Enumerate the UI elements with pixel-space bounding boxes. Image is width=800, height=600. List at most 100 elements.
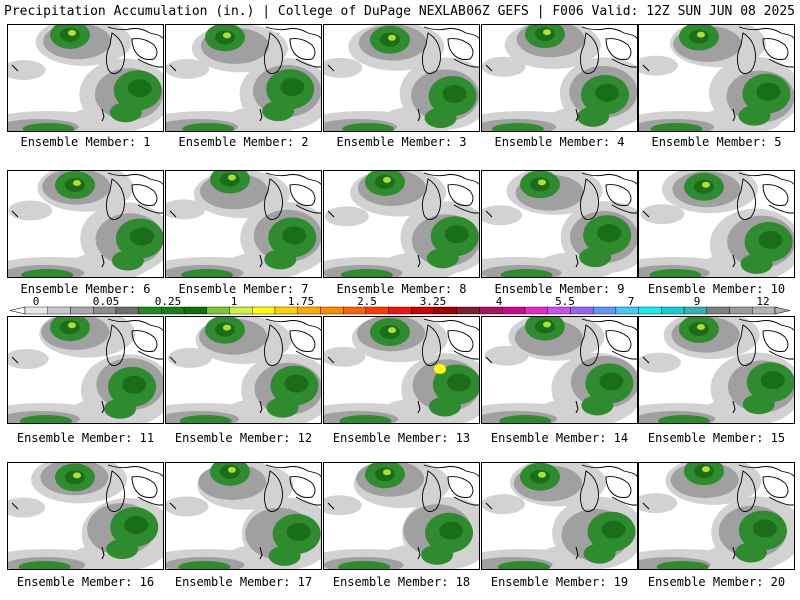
geographic-boundary [259, 254, 263, 268]
precip-moderate-area [181, 269, 234, 277]
colorbar-swatch [252, 306, 276, 315]
colorbar-swatch [706, 306, 730, 315]
precip-trace-area [639, 493, 678, 514]
colorbar-swatch [138, 306, 162, 315]
great-lakes-outline [579, 26, 637, 74]
precip-trace-area [166, 58, 210, 79]
precip-map [324, 317, 479, 423]
precip-max-area [537, 471, 546, 478]
colorbar-swatch [752, 306, 776, 315]
great-lakes-outline [105, 172, 163, 220]
colorbar-label: 5.5 [555, 295, 575, 308]
precip-moderate-area [342, 123, 395, 131]
precip-map [639, 171, 794, 277]
precip-moderate-area [18, 561, 71, 569]
precip-max-area [67, 322, 76, 329]
geographic-boundary [259, 108, 263, 122]
precip-moderate-area [421, 544, 454, 565]
geographic-boundary [11, 64, 19, 72]
precip-moderate-area [111, 250, 144, 271]
colorbar-swatch [297, 306, 321, 315]
precip-trace-area [484, 345, 529, 366]
colorbar-swatch [456, 306, 480, 315]
geographic-boundary [575, 254, 579, 268]
precip-moderate-area [656, 561, 709, 569]
precip-moderate-area [742, 394, 775, 415]
ensemble-member-label: Ensemble Member: 16 [16, 575, 155, 589]
geographic-boundary [575, 400, 579, 414]
colorbar-swatch [547, 306, 571, 315]
geographic-boundary [169, 502, 177, 510]
precip-trace-area [167, 347, 212, 368]
ensemble-member-panel [638, 316, 795, 424]
map-title: Precipitation Accumulation (in.) | Colle… [4, 4, 466, 19]
geographic-boundary [101, 400, 105, 414]
great-lakes-outline [263, 172, 321, 220]
colorbar-label: 7 [627, 295, 635, 308]
valid-time: 06Z GEFS | F006 Valid: 12Z SUN JUN 08 20… [466, 4, 795, 19]
geographic-boundary [732, 546, 736, 560]
precip-heavier-area [599, 372, 624, 391]
precip-moderate-area [21, 269, 74, 277]
colorbar-label: 0 [32, 295, 40, 308]
precip-moderate-area [426, 248, 459, 269]
colorbar-swatch [161, 306, 185, 315]
precip-map [8, 317, 163, 423]
precip-map [324, 25, 479, 131]
precip-trace-area [324, 346, 366, 367]
precip-moderate-area [179, 415, 232, 423]
precip-heavier-area [127, 79, 152, 98]
colorbar-swatch [388, 306, 412, 315]
ensemble-member-label: Ensemble Member: 6 [20, 282, 151, 296]
colorbar-swatch [365, 306, 389, 315]
ensemble-member-panel [7, 462, 164, 570]
colorbar-swatch [524, 306, 548, 315]
precip-trace-area [324, 57, 363, 78]
precip-moderate-area [109, 102, 142, 123]
ensemble-member-label: Ensemble Member: 8 [336, 282, 467, 296]
colorbar-label: 4 [495, 295, 503, 308]
geographic-boundary [101, 546, 105, 560]
geographic-boundary [259, 400, 263, 414]
precip-trace-area [166, 496, 209, 517]
colorbar-label: 3.25 [419, 295, 447, 308]
precip-map [482, 317, 637, 423]
precip-trace-area [166, 199, 206, 220]
precip-heavier-area [597, 224, 622, 243]
ensemble-member-panel [481, 24, 638, 132]
precip-heavier-area [280, 78, 305, 97]
precip-max-area [387, 34, 396, 41]
geographic-boundary [327, 356, 335, 364]
colorbar-swatch [206, 306, 230, 315]
precip-heavier-area [758, 230, 783, 249]
precip-trace-area [639, 55, 678, 76]
precip-moderate-area [340, 269, 393, 277]
colorbar-swatch [433, 306, 458, 315]
colorbar-swatch [115, 306, 139, 315]
precip-map [324, 171, 479, 277]
precip-moderate-area [264, 249, 297, 270]
ensemble-member-panel [165, 24, 322, 132]
ensemble-member-label: Ensemble Member: 2 [178, 135, 309, 149]
precip-trace-area [8, 200, 53, 221]
precip-heavier-area [601, 520, 626, 539]
ensemble-member-panel [7, 316, 164, 424]
ensemble-member-panel [638, 24, 795, 132]
ensemble-member-label: Ensemble Member: 12 [174, 431, 313, 445]
precip-map [166, 25, 321, 131]
colorbar [10, 306, 790, 315]
precip-trace-area [8, 349, 49, 369]
precip-max-area [434, 364, 446, 374]
precip-moderate-area [497, 561, 550, 569]
geographic-boundary [732, 400, 736, 414]
ensemble-member-label: Ensemble Member: 13 [332, 431, 471, 445]
precip-moderate-area [266, 397, 299, 418]
precip-moderate-area [577, 106, 610, 127]
colorbar-swatch [92, 306, 117, 315]
precip-trace-area [324, 206, 369, 227]
precip-max-area [227, 174, 236, 181]
precip-moderate-area [106, 539, 139, 560]
geographic-boundary [417, 400, 421, 414]
geographic-boundary [642, 210, 650, 218]
great-lakes-outline [579, 318, 637, 366]
